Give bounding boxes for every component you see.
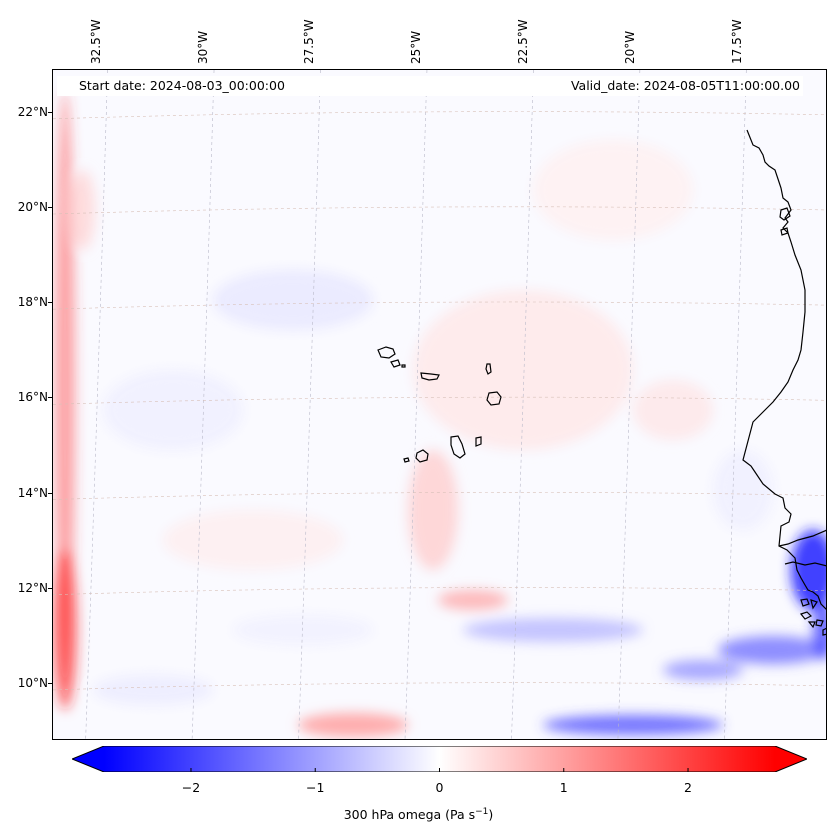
meridian-line — [85, 70, 108, 739]
omega-contour-patch — [543, 715, 723, 735]
lat-tick — [48, 111, 52, 113]
lon-label: 17.5°W — [730, 0, 750, 64]
omega-field — [53, 70, 826, 739]
meridian-line — [191, 70, 215, 739]
omega-contour-patch — [298, 713, 408, 737]
omega-contour-patch — [413, 290, 633, 450]
omega-contour-patch — [713, 450, 773, 530]
bijagos-islands — [799, 598, 826, 636]
africa-coast-inlet-1 — [779, 207, 791, 221]
parallel-line — [53, 587, 826, 596]
omega-contour-patch — [53, 550, 77, 710]
omega-contour-patch — [663, 660, 743, 680]
omega-contour-patch — [533, 140, 693, 240]
cape-verde-sal — [485, 363, 492, 375]
colorbar-tick-label: −1 — [306, 780, 325, 795]
lat-label: 14°N — [17, 485, 48, 500]
lat-tick — [48, 207, 52, 208]
omega-contour-patch — [408, 450, 458, 570]
colorbar-label: 300 hPa omega (Pa s−1) — [0, 807, 837, 822]
parallel-line — [53, 301, 826, 310]
lat-tick — [48, 492, 52, 494]
meridian-line — [617, 70, 641, 739]
parallel-line — [53, 492, 826, 500]
lon-label-text: 25°W — [409, 30, 424, 64]
lon-label: 30°W — [196, 0, 216, 64]
cape-verde-boa-vista — [486, 391, 502, 406]
colorbar-label-close: ) — [488, 807, 494, 823]
map-panel — [52, 69, 827, 740]
lat-tick — [48, 397, 52, 399]
omega-contour-patch — [163, 510, 343, 570]
parallel-line — [53, 206, 826, 215]
lat-tick — [48, 302, 52, 304]
cape-verde-fogo — [415, 449, 429, 463]
lat-tick — [48, 587, 52, 589]
casamance-coast — [784, 561, 826, 567]
lon-label-text: 32.5°W — [88, 19, 103, 64]
lon-label: 32.5°W — [89, 0, 109, 64]
omega-contour-patch — [463, 618, 643, 642]
start-date-label: Start date: 2024-08-03_00:00:00 — [79, 78, 285, 93]
cape-verde-brava — [403, 457, 410, 463]
omega-contour-patch — [813, 600, 826, 660]
valid-date-label: Valid_date: 2024-08-05T11:00:00.00 — [570, 78, 800, 93]
colorbar-extend-max — [775, 746, 807, 772]
lon-label-text: 27.5°W — [302, 19, 317, 64]
omega-contour-patch — [718, 636, 826, 664]
africa-coast-inlet-2 — [780, 227, 789, 236]
colorbar-tick-label: 0 — [435, 780, 444, 795]
cape-verde-sao-nicolau — [420, 372, 440, 381]
omega-contour-patch — [633, 380, 713, 440]
meridian-line — [298, 70, 321, 739]
colorbar-tick-label: −2 — [181, 780, 201, 795]
omega-contour-patch — [71, 170, 95, 250]
cape-verde-santiago — [450, 435, 466, 459]
colorbar-extend-min — [72, 746, 104, 772]
colorbar — [72, 746, 807, 772]
lat-label: 18°N — [17, 295, 48, 310]
omega-contour-patch — [93, 675, 213, 705]
colorbar-label-text: 300 hPa omega (Pa s — [343, 807, 476, 823]
coastline — [377, 129, 826, 636]
cape-verde-sao-vicente — [390, 359, 401, 368]
cape-verde-santo-antao — [377, 346, 396, 359]
africa-coastline — [742, 129, 826, 610]
lat-label: 22°N — [17, 104, 48, 119]
lat-label: 10°N — [17, 675, 48, 690]
omega-contour-patch — [55, 90, 75, 690]
lat-label: 20°N — [17, 200, 48, 214]
lat-label: 16°N — [17, 390, 48, 405]
lon-label: 27.5°W — [302, 0, 322, 64]
lat-tick — [48, 682, 52, 684]
omega-contour-patch — [103, 370, 243, 450]
meridian-line — [724, 70, 747, 739]
lat-label: 12°N — [17, 580, 48, 595]
omega-contour-patch — [213, 270, 373, 330]
meridian-line — [511, 70, 534, 739]
lon-label: 22.5°W — [516, 0, 536, 64]
cape-verde-santa-luzia — [401, 364, 406, 368]
parallel-line — [53, 396, 826, 405]
lon-label: 20°W — [623, 0, 643, 64]
colorbar-label-exponent: −1 — [475, 807, 489, 817]
lon-label-text: 17.5°W — [730, 19, 745, 64]
omega-contour-patch — [438, 590, 508, 610]
date-header — [57, 76, 803, 96]
colorbar-tick-label: 1 — [559, 780, 568, 795]
lon-label-text: 30°W — [195, 30, 210, 64]
parallel-line — [53, 682, 826, 691]
colorbar-body — [104, 746, 775, 772]
omega-contour-patch — [233, 615, 373, 645]
lon-label-text: 20°W — [623, 30, 638, 64]
colorbar-tick-label: 2 — [684, 780, 692, 795]
lon-label-text: 22.5°W — [516, 19, 531, 64]
lon-label: 25°W — [409, 0, 429, 64]
graticule — [53, 70, 826, 739]
cape-verde-maio — [475, 436, 482, 447]
parallel-line — [53, 111, 826, 120]
gambia-river — [778, 529, 826, 547]
meridian-line — [404, 70, 428, 739]
